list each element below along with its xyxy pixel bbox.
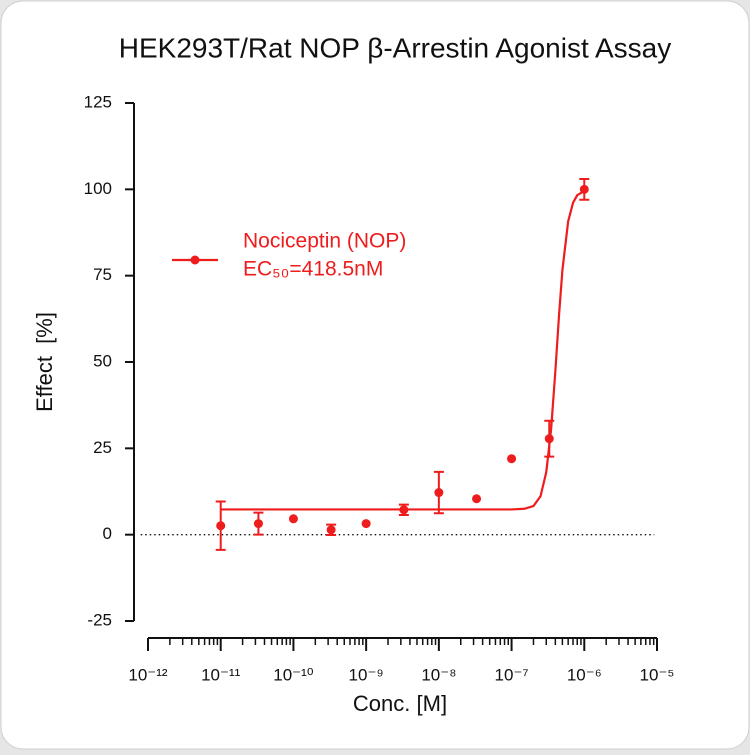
y-tick-label: -25 — [87, 610, 112, 629]
data-point — [399, 505, 409, 515]
data-point — [507, 454, 517, 464]
y-tick-label: 125 — [84, 92, 112, 111]
x-axis-label: Conc. [M] — [353, 691, 447, 716]
data-point — [434, 488, 444, 498]
y-tick-label: 50 — [93, 351, 112, 370]
x-tick-label: 10⁻⁶ — [567, 665, 602, 684]
x-tick-label: 10⁻⁵ — [640, 665, 675, 684]
x-tick-label: 10⁻⁹ — [349, 665, 384, 684]
fit-curve — [220, 190, 585, 511]
data-point — [253, 519, 263, 529]
data-point — [326, 525, 336, 535]
x-tick-label: 10⁻¹² — [128, 665, 168, 684]
data-point — [288, 514, 298, 524]
y-tick-label: 100 — [84, 179, 112, 198]
y-axis-label: Effect [%] — [32, 312, 57, 412]
y-tick-label: 0 — [103, 524, 112, 543]
y-tick-label: 75 — [93, 265, 112, 284]
legend-label: Nociceptin (NOP) — [243, 230, 406, 253]
y-tick-label: 25 — [93, 438, 112, 457]
data-point — [579, 184, 589, 194]
x-tick-label: 10⁻⁷ — [495, 665, 529, 684]
data-point — [216, 521, 226, 531]
legend-marker — [190, 255, 200, 265]
x-tick-label: 10⁻¹⁰ — [273, 665, 314, 684]
chart-title: HEK293T/Rat NOP β-Arrestin Agonist Assay — [119, 32, 671, 63]
data-point — [544, 434, 554, 444]
data-point — [361, 519, 371, 529]
annotation: EC₅₀=418.5nM — [243, 258, 383, 281]
data-point — [472, 494, 482, 504]
x-tick-label: 10⁻⁸ — [421, 665, 456, 684]
x-tick-label: 10⁻¹¹ — [201, 665, 241, 684]
